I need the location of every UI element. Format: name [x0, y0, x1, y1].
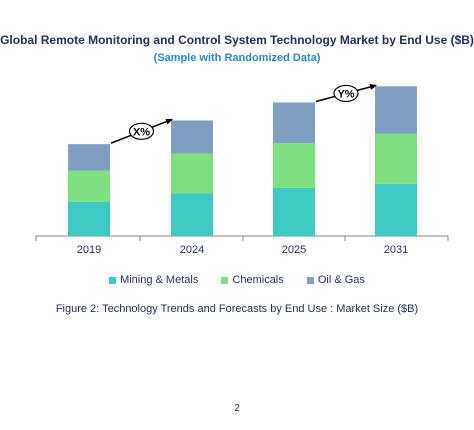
stacked-bar-chart: 2019 2024 2025 2031 X% Y% [35, 84, 449, 256]
x-tick-label: 2031 [384, 244, 408, 256]
bar-mining-metals-2025 [273, 187, 315, 236]
legend-item-chemicals: Chemicals [221, 274, 284, 286]
legend-label-chemicals: Chemicals [232, 274, 284, 286]
legend-item-mining-metals: Mining & Metals [109, 274, 198, 286]
chart-subtitle: (Sample with Randomized Data) [153, 52, 321, 64]
bar-oil-gas-2025 [273, 102, 315, 144]
bar-mining-metals-2024 [171, 193, 213, 236]
bar-oil-gas-2019 [68, 144, 110, 171]
legend-label-mining-metals: Mining & Metals [120, 274, 199, 286]
legend-swatch-mining-metals [109, 276, 117, 284]
growth-label: Y% [337, 88, 354, 100]
bar-chemicals-2019 [68, 170, 110, 202]
legend-label-oil-gas: Oil & Gas [317, 274, 365, 286]
bar-oil-gas-2031 [375, 86, 417, 134]
x-tick-label: 2024 [180, 244, 204, 256]
bar-mining-metals-2031 [375, 183, 417, 236]
page-number: 2 [234, 403, 240, 414]
chart-title: Global Remote Monitoring and Control Sys… [0, 33, 474, 47]
legend-item-oil-gas: Oil & Gas [306, 274, 365, 286]
bar-oil-gas-2024 [171, 120, 213, 154]
bar-chemicals-2031 [375, 133, 417, 184]
growth-label: X% [133, 126, 150, 138]
bar-chemicals-2024 [171, 153, 213, 194]
growth-badge [333, 84, 359, 103]
figure-caption: Figure 2: Technology Trends and Forecast… [55, 303, 419, 315]
x-tick-label: 2025 [282, 244, 306, 256]
growth-badge [128, 122, 155, 140]
legend-swatch-chemicals [221, 276, 229, 284]
bar-chemicals-2025 [273, 143, 315, 188]
legend: Mining & Metals Chemicals Oil & Gas [0, 274, 474, 287]
legend-swatch-oil-gas [306, 276, 314, 284]
x-tick-label: 2019 [77, 244, 101, 256]
bar-mining-metals-2019 [68, 201, 110, 236]
